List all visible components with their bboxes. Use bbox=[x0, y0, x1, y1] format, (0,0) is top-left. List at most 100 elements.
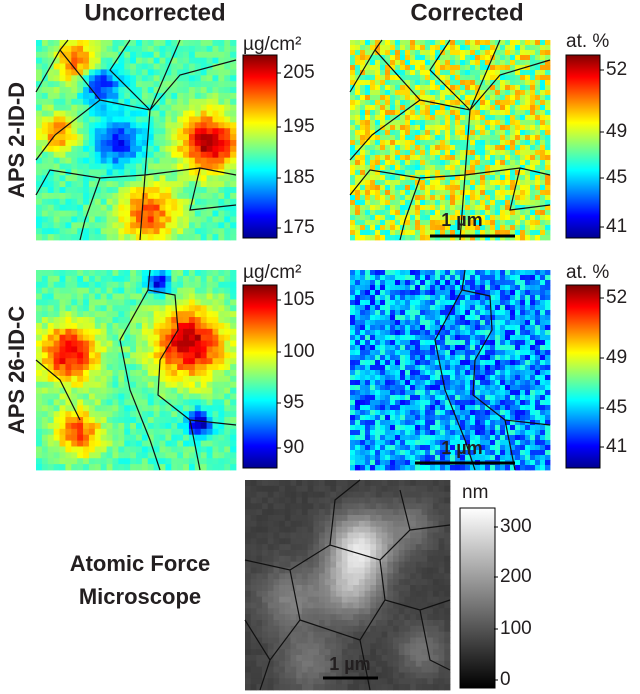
map-pixel bbox=[515, 280, 520, 285]
map-pixel bbox=[118, 305, 124, 311]
map-pixel bbox=[385, 270, 390, 275]
map-pixel bbox=[465, 185, 470, 190]
map-pixel bbox=[400, 135, 405, 140]
map-pixel bbox=[224, 152, 230, 158]
map-pixel bbox=[189, 181, 195, 187]
map-pixel bbox=[380, 280, 385, 285]
map-pixel bbox=[385, 390, 390, 395]
map-pixel bbox=[89, 376, 95, 382]
map-pixel bbox=[545, 150, 550, 155]
map-pixel bbox=[71, 458, 77, 464]
map-pixel bbox=[355, 225, 360, 230]
map-pixel bbox=[545, 350, 550, 355]
map-pixel bbox=[435, 290, 440, 295]
map-pixel bbox=[112, 294, 118, 300]
map-pixel bbox=[42, 164, 48, 170]
map-pixel bbox=[370, 195, 375, 200]
map-pixel bbox=[195, 341, 201, 347]
map-pixel bbox=[195, 411, 201, 417]
map-pixel bbox=[405, 380, 410, 385]
map-pixel bbox=[160, 116, 166, 122]
map-pixel bbox=[435, 320, 440, 325]
map-pixel bbox=[445, 385, 450, 390]
map-pixel bbox=[165, 122, 171, 128]
map-pixel bbox=[183, 294, 189, 300]
map-pixel bbox=[48, 299, 54, 305]
map-pixel bbox=[465, 270, 470, 275]
map-pixel bbox=[425, 115, 430, 120]
map-pixel bbox=[107, 358, 113, 364]
map-pixel bbox=[435, 310, 440, 315]
map-pixel bbox=[385, 375, 390, 380]
map-pixel bbox=[154, 399, 160, 405]
map-pixel bbox=[230, 81, 236, 87]
map-pixel bbox=[370, 180, 375, 185]
map-pixel bbox=[136, 388, 142, 394]
map-pixel bbox=[107, 46, 113, 52]
map-pixel bbox=[375, 390, 380, 395]
map-pixel bbox=[425, 325, 430, 330]
map-pixel bbox=[42, 64, 48, 70]
map-pixel bbox=[465, 65, 470, 70]
map-pixel bbox=[83, 234, 89, 240]
map-pixel bbox=[118, 458, 124, 464]
map-pixel bbox=[380, 395, 385, 400]
map-pixel bbox=[201, 346, 207, 352]
map-pixel bbox=[375, 105, 380, 110]
map-pixel bbox=[480, 165, 485, 170]
map-pixel bbox=[415, 285, 420, 290]
map-pixel bbox=[425, 95, 430, 100]
map-pixel bbox=[130, 405, 136, 411]
map-pixel bbox=[430, 180, 435, 185]
map-pixel bbox=[440, 60, 445, 65]
map-pixel bbox=[515, 400, 520, 405]
map-pixel bbox=[490, 280, 495, 285]
map-pixel bbox=[89, 40, 95, 46]
map-pixel bbox=[218, 52, 224, 58]
map-pixel bbox=[148, 305, 154, 311]
map-pixel bbox=[430, 360, 435, 365]
map-pixel bbox=[525, 100, 530, 105]
map-pixel bbox=[520, 115, 525, 120]
map-pixel bbox=[395, 220, 400, 225]
map-pixel bbox=[118, 111, 124, 117]
map-pixel bbox=[83, 282, 89, 288]
map-pixel bbox=[118, 228, 124, 234]
map-pixel bbox=[455, 150, 460, 155]
map-pixel bbox=[405, 140, 410, 145]
map-pixel bbox=[395, 310, 400, 315]
map-pixel bbox=[224, 140, 230, 146]
map-pixel bbox=[540, 165, 545, 170]
map-pixel bbox=[89, 216, 95, 222]
map-pixel bbox=[505, 50, 510, 55]
map-pixel bbox=[430, 155, 435, 160]
map-pixel bbox=[475, 275, 480, 280]
map-pixel bbox=[530, 230, 535, 235]
map-pixel bbox=[195, 46, 201, 52]
map-pixel bbox=[130, 64, 136, 70]
map-pixel bbox=[390, 355, 395, 360]
map-pixel bbox=[207, 352, 213, 358]
map-pixel bbox=[420, 80, 425, 85]
map-pixel bbox=[171, 288, 177, 294]
map-pixel bbox=[130, 75, 136, 81]
map-pixel bbox=[365, 120, 370, 125]
map-pixel bbox=[410, 140, 415, 145]
map-pixel bbox=[124, 81, 130, 87]
map-pixel bbox=[465, 95, 470, 100]
map-pixel bbox=[520, 290, 525, 295]
map-pixel bbox=[380, 325, 385, 330]
map-pixel bbox=[445, 95, 450, 100]
map-pixel bbox=[54, 99, 60, 105]
map-pixel bbox=[171, 152, 177, 158]
map-pixel bbox=[124, 294, 130, 300]
map-pixel bbox=[107, 105, 113, 111]
map-pixel bbox=[350, 275, 355, 280]
map-pixel bbox=[375, 340, 380, 345]
map-pixel bbox=[535, 360, 540, 365]
map-pixel bbox=[107, 270, 113, 276]
map-pixel bbox=[60, 282, 66, 288]
map-pixel bbox=[124, 352, 130, 358]
map-pixel bbox=[525, 75, 530, 80]
map-pixel bbox=[355, 230, 360, 235]
